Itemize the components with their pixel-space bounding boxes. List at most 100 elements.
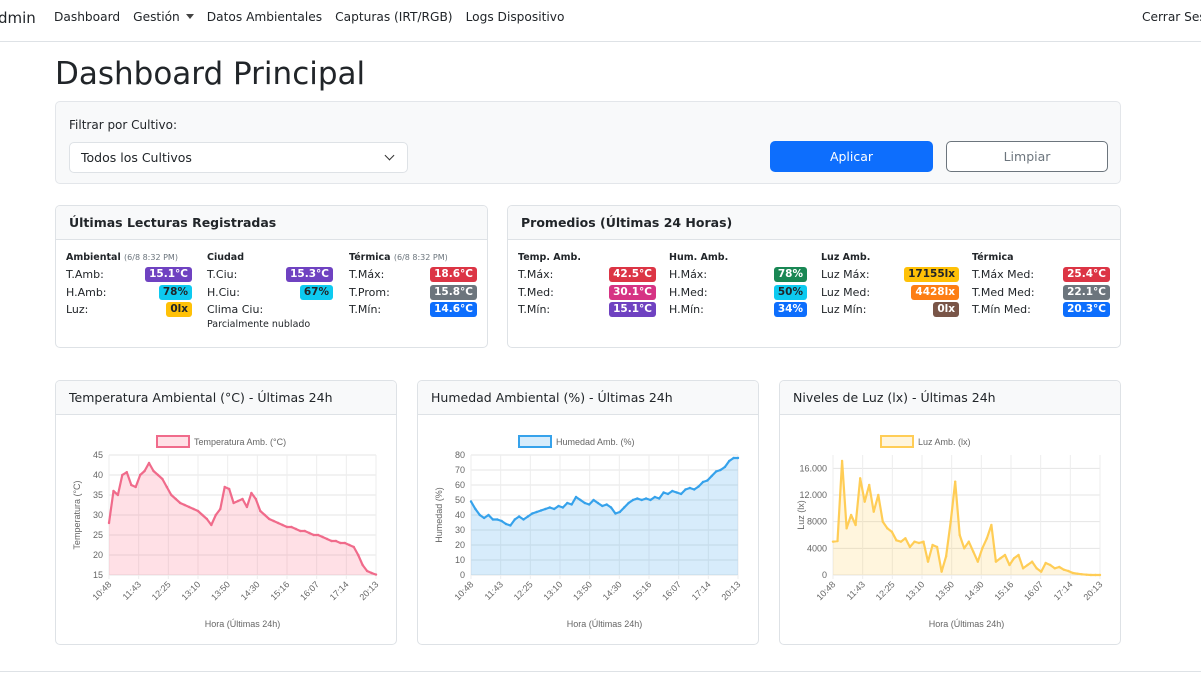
data-point[interactable]: [736, 456, 740, 460]
data-point[interactable]: [496, 518, 499, 521]
data-point[interactable]: [644, 497, 648, 500]
data-point[interactable]: [370, 571, 373, 575]
data-point[interactable]: [881, 520, 884, 523]
data-point[interactable]: [348, 543, 351, 547]
data-point[interactable]: [899, 540, 903, 543]
data-point[interactable]: [631, 498, 635, 502]
data-point[interactable]: [890, 530, 894, 533]
data-point[interactable]: [579, 498, 582, 502]
data-point[interactable]: [219, 507, 222, 511]
data-point[interactable]: [618, 510, 622, 514]
data-point[interactable]: [688, 486, 692, 490]
data-point[interactable]: [526, 515, 530, 518]
data-point[interactable]: [1058, 565, 1061, 569]
data-point[interactable]: [196, 509, 200, 513]
data-point[interactable]: [944, 555, 948, 558]
data-point[interactable]: [1053, 567, 1056, 570]
data-point[interactable]: [1089, 573, 1093, 577]
data-point[interactable]: [701, 480, 705, 484]
data-point[interactable]: [963, 547, 966, 550]
nav-logs[interactable]: Logs Dispositivo: [465, 10, 565, 24]
data-point[interactable]: [557, 504, 560, 508]
data-point[interactable]: [361, 563, 364, 567]
data-point[interactable]: [662, 491, 665, 494]
data-point[interactable]: [999, 557, 1002, 560]
nav-capturas[interactable]: Capturas (IRT/RGB): [335, 10, 453, 24]
data-point[interactable]: [531, 512, 534, 515]
data-point[interactable]: [263, 513, 266, 517]
data-point[interactable]: [972, 550, 975, 553]
data-point[interactable]: [116, 493, 120, 497]
data-point[interactable]: [147, 461, 151, 465]
data-point[interactable]: [1098, 573, 1102, 577]
data-point[interactable]: [352, 545, 355, 549]
data-point[interactable]: [308, 531, 311, 535]
data-point[interactable]: [245, 505, 249, 509]
data-point[interactable]: [210, 523, 213, 527]
data-point[interactable]: [953, 480, 957, 483]
data-point[interactable]: [949, 520, 952, 523]
data-point[interactable]: [732, 456, 735, 460]
data-point[interactable]: [474, 507, 477, 511]
data-point[interactable]: [922, 540, 925, 543]
data-point[interactable]: [614, 512, 617, 515]
data-point[interactable]: [1080, 573, 1084, 576]
data-point[interactable]: [343, 541, 347, 545]
data-point[interactable]: [1067, 569, 1070, 573]
data-point[interactable]: [640, 498, 643, 502]
data-point[interactable]: [290, 525, 293, 529]
data-point[interactable]: [958, 533, 961, 537]
data-point[interactable]: [165, 485, 169, 489]
data-point[interactable]: [679, 492, 683, 496]
data-point[interactable]: [854, 523, 857, 527]
data-point[interactable]: [482, 516, 486, 520]
data-point[interactable]: [858, 477, 862, 480]
data-point[interactable]: [152, 469, 155, 473]
data-point[interactable]: [836, 539, 839, 543]
data-point[interactable]: [1062, 568, 1065, 571]
data-point[interactable]: [931, 543, 934, 547]
data-point[interactable]: [981, 547, 984, 550]
data-point[interactable]: [285, 525, 289, 529]
data-point[interactable]: [179, 501, 182, 505]
data-point[interactable]: [845, 527, 848, 530]
data-point[interactable]: [904, 537, 907, 540]
data-point[interactable]: [697, 485, 700, 488]
data-point[interactable]: [583, 501, 587, 505]
data-point[interactable]: [714, 470, 718, 473]
data-point[interactable]: [513, 518, 516, 521]
data-point[interactable]: [1030, 560, 1034, 563]
data-point[interactable]: [299, 529, 302, 533]
data-point[interactable]: [522, 518, 525, 521]
data-point[interactable]: [138, 473, 142, 477]
data-point[interactable]: [1076, 572, 1079, 575]
data-point[interactable]: [469, 500, 473, 503]
data-point[interactable]: [723, 465, 727, 469]
data-point[interactable]: [321, 535, 324, 539]
data-point[interactable]: [877, 493, 880, 497]
data-point[interactable]: [561, 506, 565, 509]
data-point[interactable]: [272, 519, 275, 523]
data-point[interactable]: [609, 506, 613, 509]
nav-dashboard[interactable]: Dashboard: [54, 10, 121, 24]
data-point[interactable]: [254, 497, 258, 501]
nav-datos-ambientales[interactable]: Datos Ambientales: [206, 10, 323, 24]
data-point[interactable]: [917, 541, 921, 545]
data-point[interactable]: [1003, 553, 1007, 557]
data-point[interactable]: [552, 507, 556, 511]
data-point[interactable]: [325, 537, 329, 541]
data-point[interactable]: [653, 495, 657, 499]
apply-button[interactable]: Aplicar: [770, 141, 933, 172]
data-point[interactable]: [728, 459, 731, 463]
data-point[interactable]: [365, 569, 369, 573]
data-point[interactable]: [121, 473, 124, 477]
data-point[interactable]: [517, 515, 521, 518]
data-point[interactable]: [130, 483, 133, 487]
data-point[interactable]: [849, 513, 853, 517]
data-point[interactable]: [205, 517, 209, 521]
data-point[interactable]: [236, 499, 240, 503]
data-point[interactable]: [316, 533, 320, 537]
data-point[interactable]: [281, 523, 284, 527]
data-point[interactable]: [487, 513, 490, 517]
data-point[interactable]: [268, 517, 271, 521]
